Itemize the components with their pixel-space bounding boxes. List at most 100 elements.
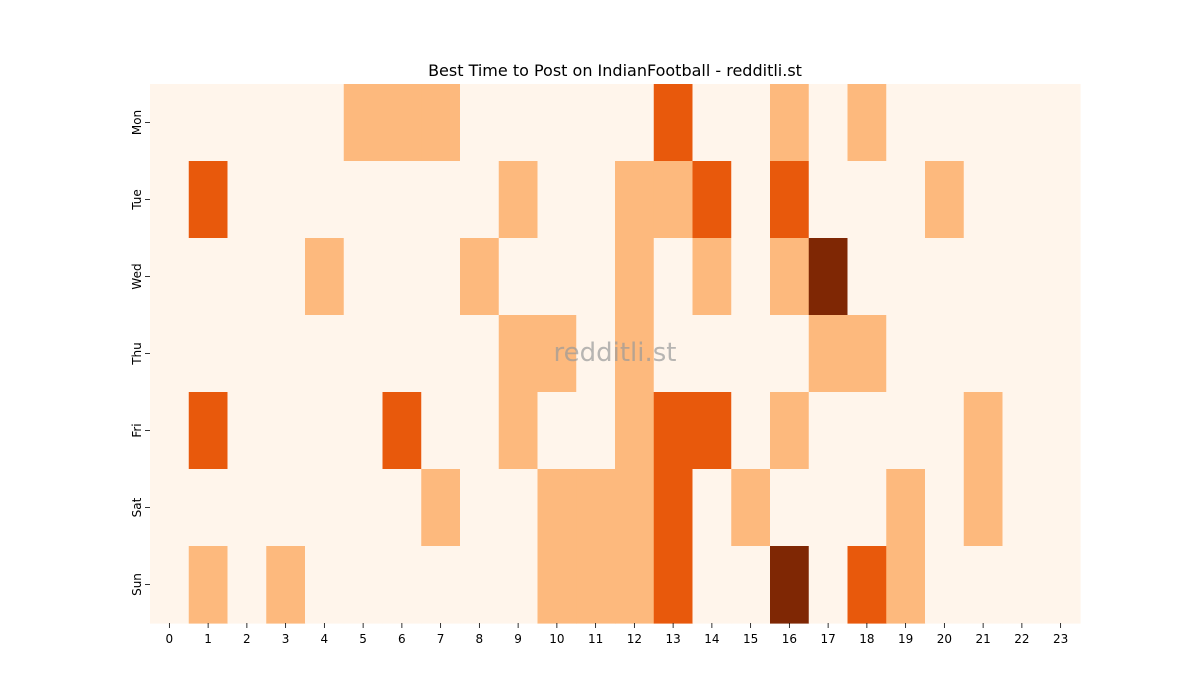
heatmap-cell-sat-1 [188, 469, 229, 547]
y-tick-label: Thu [130, 342, 144, 366]
heatmap-cells [150, 84, 1081, 624]
heatmap-cell-fri-18 [847, 392, 887, 470]
heatmap-cell-sat-15 [731, 469, 771, 547]
heatmap-cell-sat-20 [925, 469, 965, 547]
heatmap-cell-wed-14 [692, 238, 732, 316]
x-tick-label: 14 [704, 632, 719, 646]
heatmap-cell-mon-22 [1002, 84, 1042, 162]
x-tick-label: 18 [859, 632, 874, 646]
heatmap-cell-wed-11 [576, 238, 616, 316]
heatmap-cell-sun-16 [770, 546, 810, 624]
heatmap-cell-sun-21 [963, 546, 1004, 624]
heatmap-cell-sun-2 [227, 546, 267, 624]
heatmap-cell-wed-4 [305, 238, 345, 316]
heatmap-cell-sat-3 [266, 469, 306, 547]
heatmap-cell-fri-21 [963, 392, 1004, 470]
heatmap-cell-mon-3 [266, 84, 306, 162]
heatmap-cell-tue-23 [1041, 161, 1081, 239]
x-tick-label: 11 [588, 632, 603, 646]
heatmap-cell-sat-18 [847, 469, 887, 547]
heatmap-cell-fri-7 [421, 392, 461, 470]
heatmap-cell-wed-10 [537, 238, 577, 316]
heatmap-cell-mon-17 [808, 84, 849, 162]
heatmap-cell-thu-13 [653, 315, 694, 393]
heatmap-cell-fri-12 [615, 392, 655, 470]
heatmap-cell-thu-3 [266, 315, 306, 393]
heatmap-cell-sat-0 [150, 469, 190, 547]
heatmap-cell-mon-16 [770, 84, 810, 162]
x-tick-label: 8 [476, 632, 484, 646]
heatmap-cell-sun-23 [1041, 546, 1081, 624]
heatmap-cell-sun-4 [305, 546, 345, 624]
x-tick-label: 12 [627, 632, 642, 646]
x-tick-label: 22 [1014, 632, 1029, 646]
y-tick-label: Sun [130, 573, 144, 596]
heatmap-cell-mon-6 [382, 84, 422, 162]
heatmap-cell-thu-15 [731, 315, 771, 393]
heatmap-cell-sat-22 [1002, 469, 1042, 547]
heatmap-cell-mon-23 [1041, 84, 1081, 162]
heatmap-cell-sat-7 [421, 469, 461, 547]
heatmap-cell-thu-22 [1002, 315, 1042, 393]
heatmap-cell-tue-14 [692, 161, 732, 239]
x-tick-label: 10 [549, 632, 564, 646]
x-tick-label: 4 [321, 632, 329, 646]
heatmap-cell-thu-12 [615, 315, 655, 393]
heatmap-cell-sat-8 [460, 469, 500, 547]
x-tick-label: 3 [282, 632, 290, 646]
heatmap-cell-mon-0 [150, 84, 190, 162]
heatmap-cell-mon-10 [537, 84, 577, 162]
heatmap-cell-mon-2 [227, 84, 267, 162]
heatmap-cell-sat-16 [770, 469, 810, 547]
heatmap-cell-sun-13 [653, 546, 694, 624]
heatmap-cell-fri-23 [1041, 392, 1081, 470]
heatmap-cell-fri-10 [537, 392, 577, 470]
heatmap-cell-sun-8 [460, 546, 500, 624]
heatmap-cell-wed-12 [615, 238, 655, 316]
heatmap-cell-fri-5 [343, 392, 384, 470]
heatmap-cell-thu-6 [382, 315, 422, 393]
heatmap-cell-sat-17 [808, 469, 849, 547]
heatmap-cell-wed-8 [460, 238, 500, 316]
heatmap-cell-tue-2 [227, 161, 267, 239]
heatmap-cell-thu-14 [692, 315, 732, 393]
heatmap-cell-sun-15 [731, 546, 771, 624]
watermark-text: redditli.st [554, 338, 677, 368]
heatmap-cell-thu-9 [498, 315, 539, 393]
heatmap-cell-wed-6 [382, 238, 422, 316]
x-tick-label: 6 [398, 632, 406, 646]
heatmap-cell-tue-10 [537, 161, 577, 239]
heatmap-cell-sun-6 [382, 546, 422, 624]
heatmap-cell-mon-13 [653, 84, 694, 162]
heatmap-cell-mon-20 [925, 84, 965, 162]
x-tick-label: 1 [204, 632, 212, 646]
y-tick-label: Mon [130, 110, 144, 135]
heatmap-cell-wed-18 [847, 238, 887, 316]
heatmap-cell-thu-21 [963, 315, 1004, 393]
heatmap-cell-fri-17 [808, 392, 849, 470]
heatmap-cell-mon-18 [847, 84, 887, 162]
heatmap-cell-mon-19 [886, 84, 926, 162]
heatmap-cell-fri-0 [150, 392, 190, 470]
x-tick-label: 17 [820, 632, 835, 646]
heatmap-cell-fri-15 [731, 392, 771, 470]
heatmap-cell-sat-5 [343, 469, 384, 547]
heatmap-cell-mon-7 [421, 84, 461, 162]
heatmap-cell-tue-15 [731, 161, 771, 239]
x-tick-label: 16 [782, 632, 797, 646]
heatmap-cell-sun-22 [1002, 546, 1042, 624]
heatmap-cell-wed-21 [963, 238, 1004, 316]
heatmap-cell-fri-16 [770, 392, 810, 470]
heatmap-cell-fri-14 [692, 392, 732, 470]
heatmap-cell-wed-3 [266, 238, 306, 316]
heatmap-cell-wed-13 [653, 238, 694, 316]
heatmap-cell-wed-15 [731, 238, 771, 316]
heatmap-cell-sun-7 [421, 546, 461, 624]
heatmap-cell-sun-10 [537, 546, 577, 624]
heatmap-cell-thu-20 [925, 315, 965, 393]
heatmap-cell-sat-14 [692, 469, 732, 547]
heatmap-cell-tue-22 [1002, 161, 1042, 239]
heatmap-cell-sat-13 [653, 469, 694, 547]
heatmap-cell-thu-10 [537, 315, 577, 393]
